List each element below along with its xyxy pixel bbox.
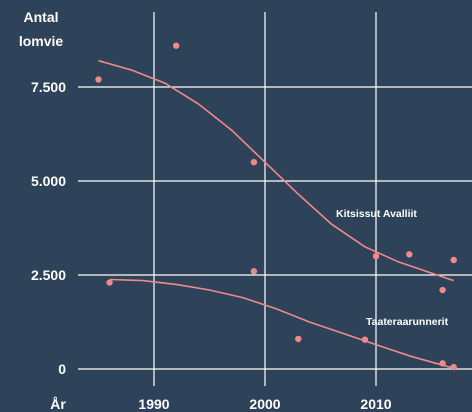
y-tick-label: 0	[58, 361, 66, 377]
data-point	[173, 42, 179, 48]
series-label: Taateraarunnerit	[366, 316, 449, 328]
data-point	[406, 251, 412, 257]
y-axis-title: lomvie	[19, 33, 64, 49]
trend-line-1	[99, 61, 454, 281]
data-point	[95, 76, 101, 82]
data-point	[439, 287, 445, 293]
data-point	[251, 268, 257, 274]
data-point	[451, 364, 457, 370]
data-point	[373, 253, 379, 259]
data-point	[451, 257, 457, 263]
data-point	[439, 360, 445, 366]
x-tick-label: 1990	[138, 396, 169, 412]
series-labels: Kitsissut Avalliit Taateraarunnerit	[336, 208, 449, 328]
x-tick-label: 2000	[249, 396, 280, 412]
series-label: Kitsissut Avalliit	[336, 208, 417, 220]
x-axis-title: År	[50, 396, 66, 412]
grid-lines	[78, 12, 472, 386]
x-tick-label: 2010	[360, 396, 391, 412]
data-point	[251, 159, 257, 165]
y-tick-label: 2.500	[31, 267, 66, 283]
data-point	[362, 336, 368, 342]
data-point	[295, 336, 301, 342]
y-tick-label: 7.500	[31, 79, 66, 95]
data-point	[106, 279, 112, 285]
y-tick-label: 5.000	[31, 173, 66, 189]
y-axis-title: Antal	[24, 9, 59, 25]
